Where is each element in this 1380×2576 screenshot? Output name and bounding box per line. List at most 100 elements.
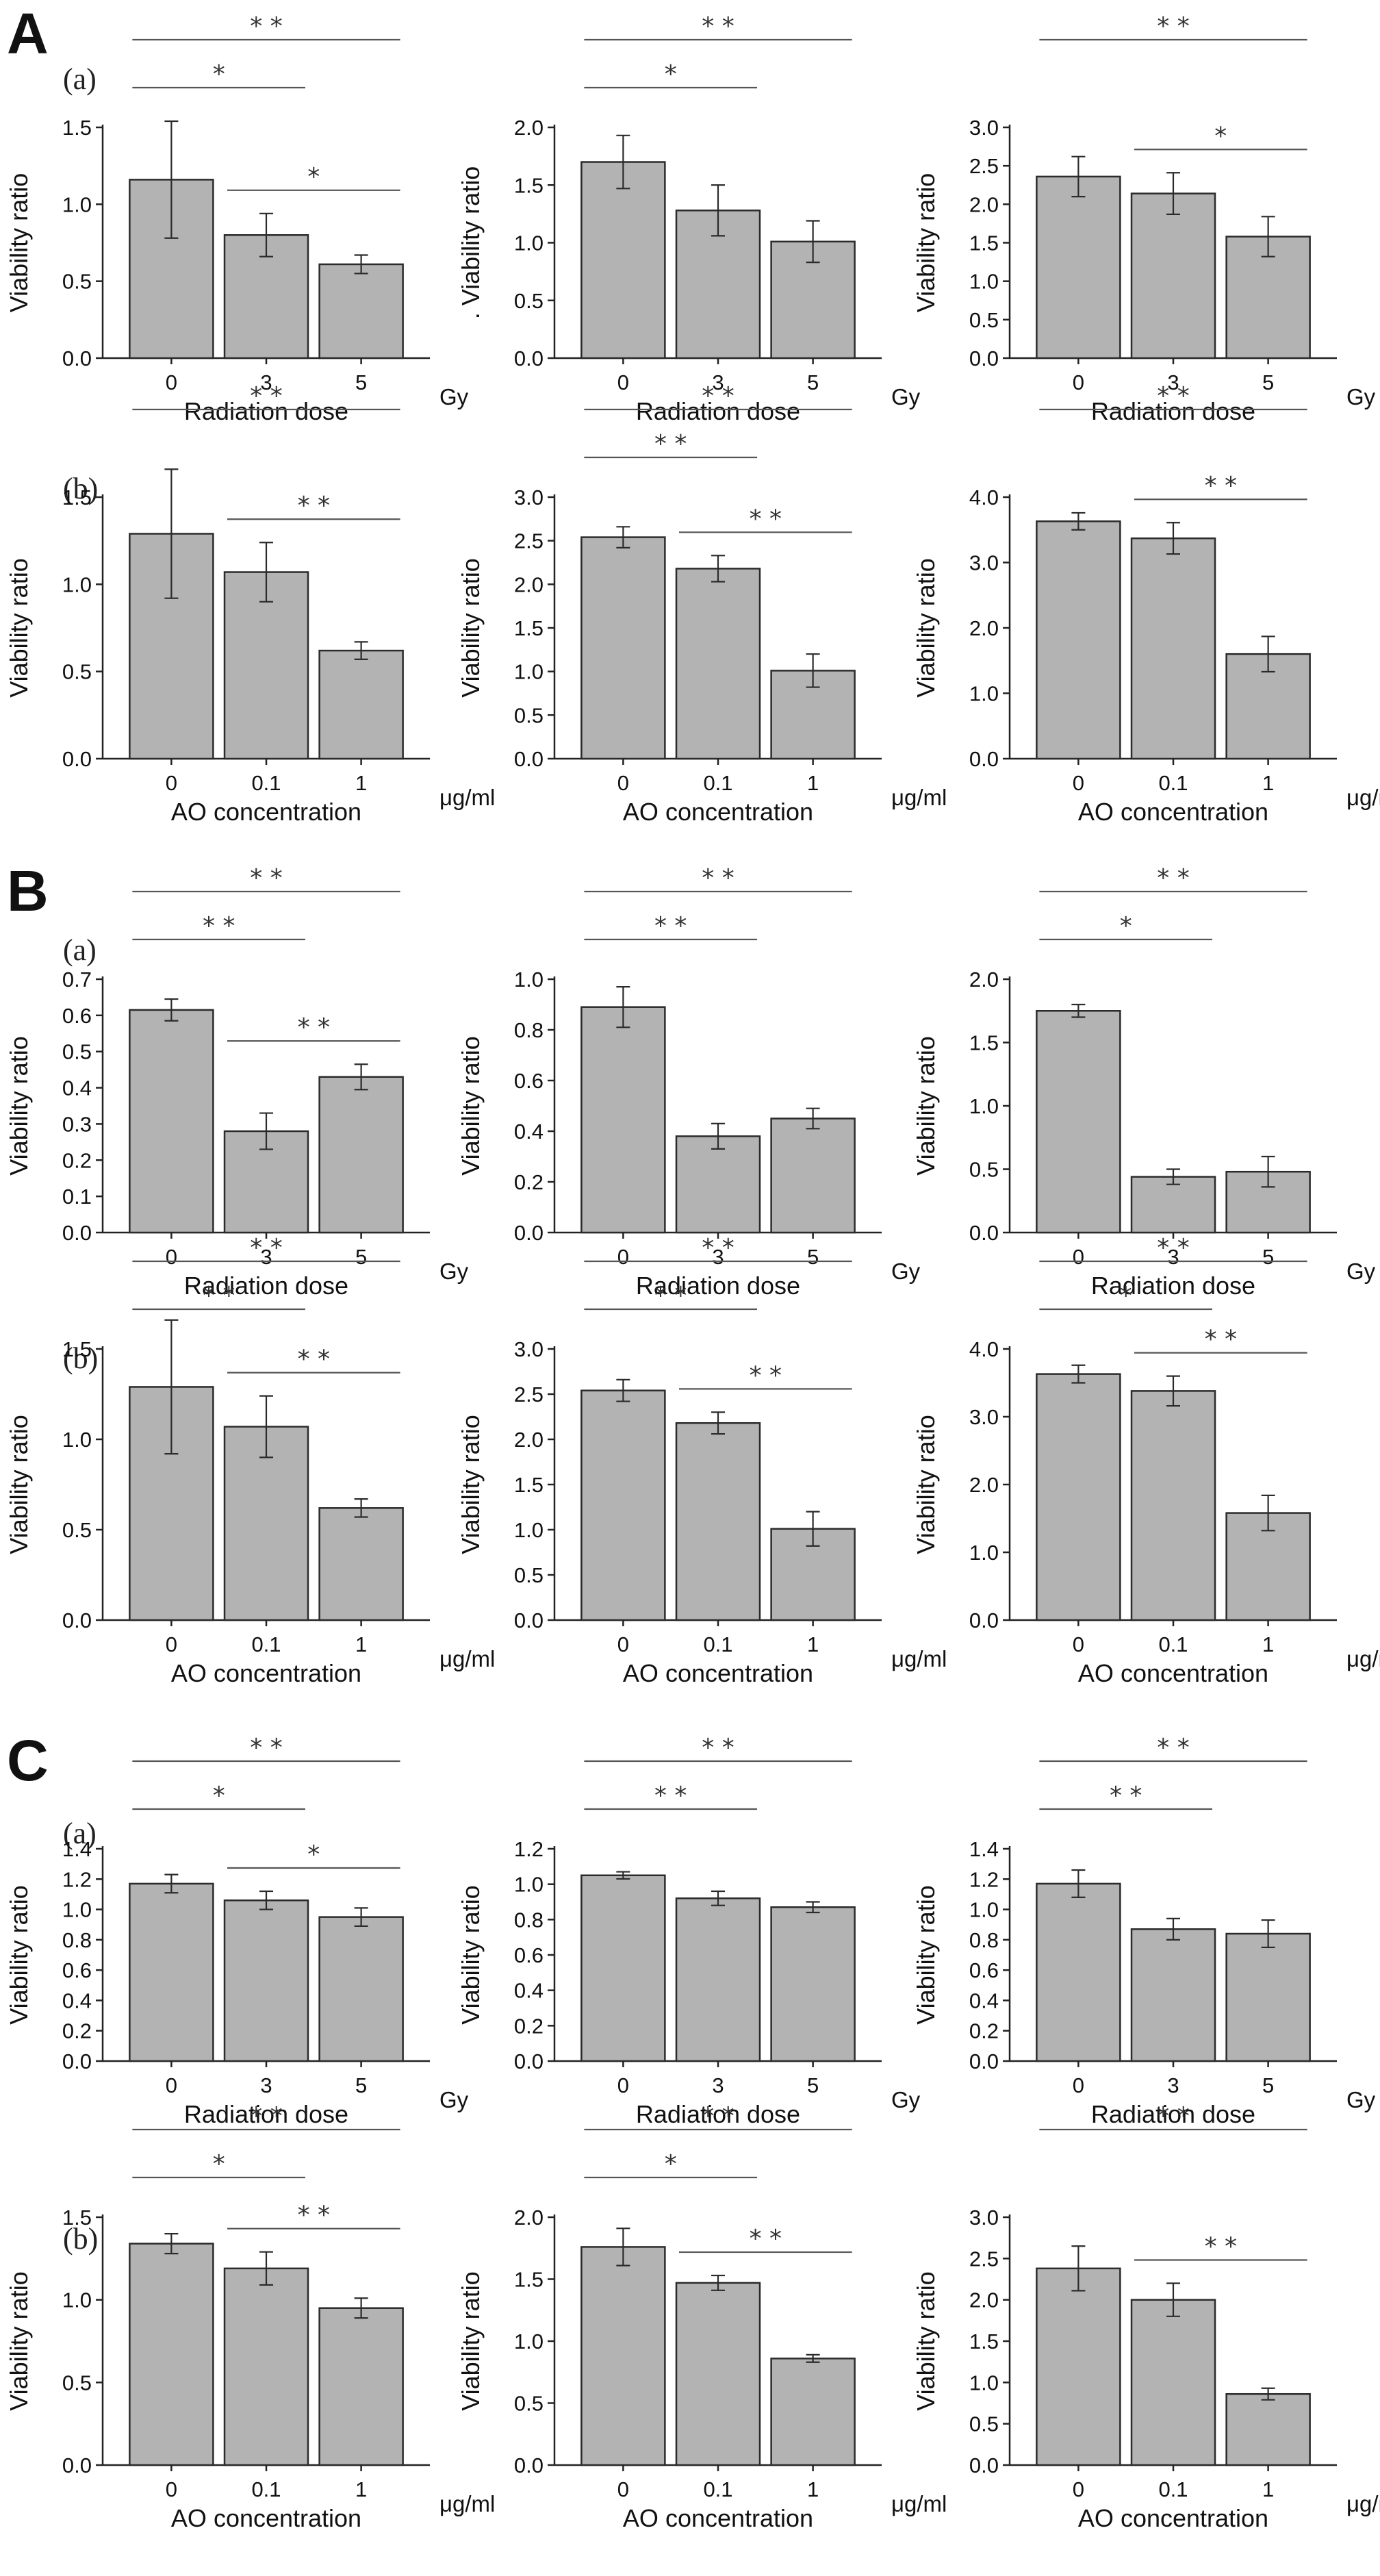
bar-3 <box>1130 1176 1216 1234</box>
y-tick-label: 1.0 <box>62 1898 92 1922</box>
y-tick-label: 0.8 <box>969 1928 999 1952</box>
bar-0 <box>1036 1010 1121 1234</box>
y-tick-label: 1.0 <box>62 192 92 216</box>
bar-1 <box>1225 2392 1311 2466</box>
y-tick-label: 0.8 <box>514 1908 544 1932</box>
y-tick-label: 2.0 <box>969 192 999 216</box>
y-tick-label: 3.0 <box>514 485 544 509</box>
bar-3 <box>675 1135 761 1234</box>
x-tick-label: 0 <box>166 2477 177 2501</box>
y-tick-label: 1.0 <box>969 2371 999 2395</box>
x-tick-label: 0 <box>617 2477 629 2501</box>
y-tick-label: 2.5 <box>969 154 999 178</box>
y-tick-label: 0.0 <box>969 1221 999 1245</box>
sub-letter-B-b: (b) <box>63 1341 98 1375</box>
x-axis-label: AO concentration <box>1078 798 1268 826</box>
significance-label: * * <box>654 912 687 940</box>
y-tick-label: 0.5 <box>514 1563 544 1587</box>
x-tick-label: 0.1 <box>703 771 732 795</box>
significance-label: * * <box>250 1734 282 1762</box>
significance-label: * * <box>298 2201 330 2230</box>
x-tick-label: 1 <box>1262 1632 1274 1656</box>
x-tick-label: 5 <box>807 1245 819 1269</box>
y-tick-label: 1.5 <box>62 116 92 140</box>
x-axis-unit: μg/ml <box>891 2491 947 2516</box>
x-axis-label: AO concentration <box>623 798 813 826</box>
chart-A-a-1: 0.0 0.5 1.0 1.5 Viability ratio 0 3 5 Radiation … <box>5 12 469 425</box>
significance-label: * * <box>702 864 734 892</box>
y-tick-label: 1.0 <box>969 1898 999 1922</box>
panel-letter-A: A <box>7 1 49 66</box>
y-tick-label: 2.0 <box>969 2288 999 2312</box>
x-axis-label: Radiation dose <box>1091 397 1255 425</box>
chart-C-b-3: 0.0 0.5 1.0 1.5 2.0 2.5 3.0 Viability ratio 0 0.1… <box>912 2102 1380 2532</box>
x-tick-label: 0 <box>1073 1632 1084 1656</box>
bar-5 <box>770 1906 856 2062</box>
y-tick-label: 1.5 <box>514 616 544 640</box>
chart-A-b-3: 0.0 1.0 2.0 3.0 4.0 Viability ratio 0 0.1 1 AO co… <box>912 382 1380 826</box>
x-tick-label: 0.1 <box>703 2477 732 2501</box>
x-axis-unit: μg/ml <box>891 1646 947 1671</box>
x-tick-label: 3 <box>1167 1245 1179 1269</box>
y-tick-label: 0.2 <box>514 2014 544 2038</box>
bar-0 <box>580 1389 666 1621</box>
bar-0 <box>1036 520 1121 760</box>
x-tick-label: 0.1 <box>703 1632 732 1656</box>
y-tick-label: 0.0 <box>514 1608 544 1632</box>
bar-0.1 <box>675 568 761 760</box>
x-tick-label: 3 <box>712 2073 724 2097</box>
x-tick-label: 1 <box>807 1632 819 1656</box>
y-tick-label: 0.5 <box>62 660 92 684</box>
y-tick-label: 0.2 <box>62 2019 92 2043</box>
bar-3 <box>675 1897 761 2062</box>
significance-label: * * <box>750 2225 782 2253</box>
significance-label: * * <box>654 1782 687 1810</box>
y-tick-label: 0.0 <box>969 2049 999 2073</box>
x-tick-label: 0.1 <box>1158 2477 1188 2501</box>
bar-0.1 <box>223 1426 309 1621</box>
bar-0 <box>580 1874 666 2062</box>
x-tick-label: 3 <box>712 1245 724 1269</box>
x-tick-label: 3 <box>260 370 272 394</box>
significance-label: * * <box>1205 1326 1237 1354</box>
x-tick-label: 1 <box>1262 771 1274 795</box>
y-tick-label: 0.3 <box>62 1112 92 1136</box>
y-tick-label: 1.5 <box>969 2329 999 2353</box>
y-tick-label: 1.0 <box>62 1428 92 1452</box>
y-axis-label: Viability ratio <box>457 1036 485 1175</box>
y-tick-label: 0.4 <box>62 1988 92 2012</box>
x-tick-label: 5 <box>355 2073 367 2097</box>
x-axis-unit: μg/ml <box>439 2491 495 2516</box>
x-axis-unit: μg/ml <box>1346 1646 1380 1671</box>
y-tick-label: 2.0 <box>514 572 544 596</box>
significance-label: * * <box>1157 2102 1189 2130</box>
y-tick-label: 0.5 <box>62 2371 92 2395</box>
y-tick-label: 0.5 <box>969 308 999 332</box>
y-axis-label: Viability ratio <box>912 558 940 697</box>
y-tick-label: 1.5 <box>514 173 544 197</box>
y-tick-label: 0.6 <box>969 1958 999 1982</box>
x-axis-label: AO concentration <box>623 2504 813 2532</box>
panel-letter-C: C <box>7 1728 49 1793</box>
chart-B-a-2: 0.0 0.2 0.4 0.6 0.8 1.0 Viability ratio 0 3 5 Radi… <box>457 864 921 1300</box>
y-tick-label: 0.0 <box>514 2049 544 2073</box>
y-tick-label: 1.4 <box>62 1837 92 1861</box>
y-tick-label: 0.2 <box>969 2019 999 2043</box>
significance-label: * * <box>702 1734 734 1762</box>
y-tick-label: 0.0 <box>514 1221 544 1245</box>
bar-3 <box>223 1899 309 2062</box>
y-tick-label: 0.7 <box>62 968 92 992</box>
y-axis-label: Viability ratio <box>5 173 33 312</box>
x-axis-unit: Gy <box>439 2087 469 2112</box>
bar-0.1 <box>1130 537 1216 760</box>
y-axis-label: Viability ratio <box>457 1415 485 1554</box>
y-tick-label: 0.0 <box>62 1221 92 1245</box>
significance-label: * <box>213 60 225 88</box>
chart-C-a-3: 0.0 0.2 0.4 0.6 0.8 1.0 1.2 1.4 Viability ratio 0… <box>912 1734 1376 2128</box>
y-tick-label: 2.0 <box>514 2206 544 2230</box>
significance-label: * * <box>250 864 282 892</box>
significance-label: * <box>213 1782 225 1810</box>
y-tick-label: 0.1 <box>62 1185 92 1209</box>
y-tick-label: 1.5 <box>62 2206 92 2230</box>
